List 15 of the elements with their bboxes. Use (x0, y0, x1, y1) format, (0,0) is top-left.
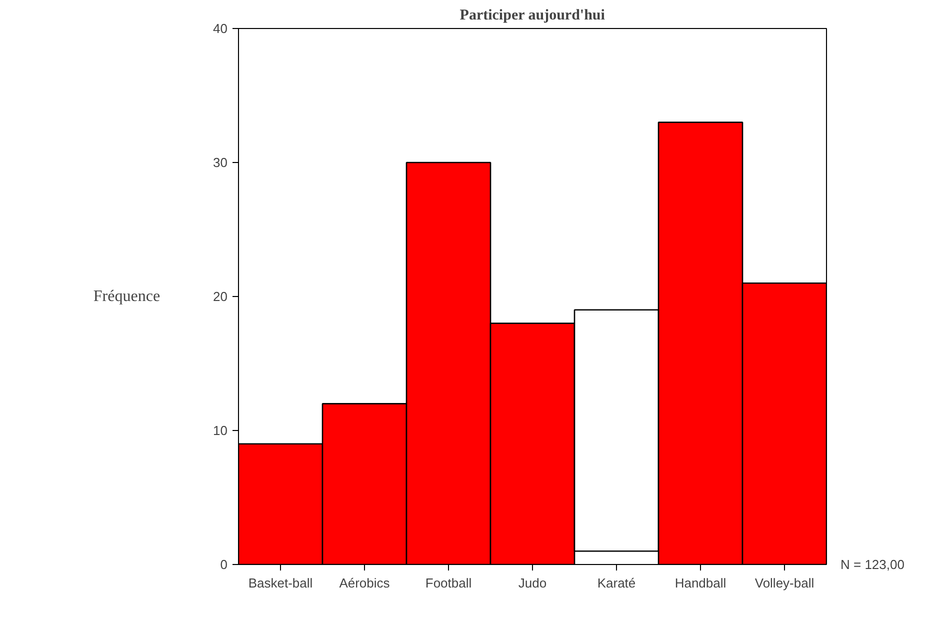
x-tick-label: Aérobics (339, 576, 390, 590)
chart-title: Participer aujourd'hui (460, 8, 605, 24)
x-tick-label: Judo (518, 576, 547, 590)
y-axis-title: Fréquence (93, 288, 160, 305)
x-tick-label: Basket-ball (248, 576, 313, 590)
x-tick-label: Handball (674, 576, 726, 590)
x-tick-label: Volley-ball (754, 576, 814, 590)
text: N = 123,00 (840, 557, 904, 572)
y-tick-label: 40 (213, 21, 228, 36)
x-tick-label: Football (425, 576, 472, 590)
y-tick-label: 20 (213, 289, 228, 304)
y-tick-label: 0 (220, 557, 228, 572)
y-tick-label: 10 (213, 423, 228, 438)
x-tick-label: Karaté (597, 576, 636, 590)
y-tick-label: 30 (213, 155, 228, 170)
